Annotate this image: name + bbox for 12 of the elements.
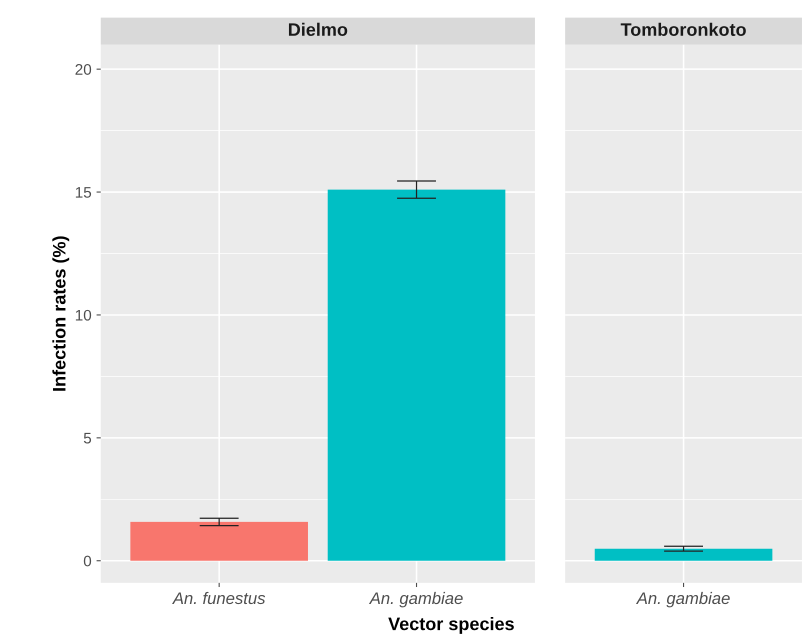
x-axis-title: Vector species [388,616,514,634]
y-tick-label: 5 [84,432,92,444]
chart-title: Dielmo [288,22,348,36]
x-tick-label: An. funestus [172,592,266,604]
y-axis-title: Infection rates (%) [52,236,70,391]
x-tick-label: An. gambiae [636,592,730,608]
y-tick-label: 15 [76,187,92,198]
y-tick-label: 20 [76,64,92,75]
y-tick-label: 10 [76,310,92,321]
y-tick-label: 0 [84,556,92,566]
x-tick-label: An. gambiae [368,592,463,608]
chart-title: Tomboronkoto [620,22,746,36]
